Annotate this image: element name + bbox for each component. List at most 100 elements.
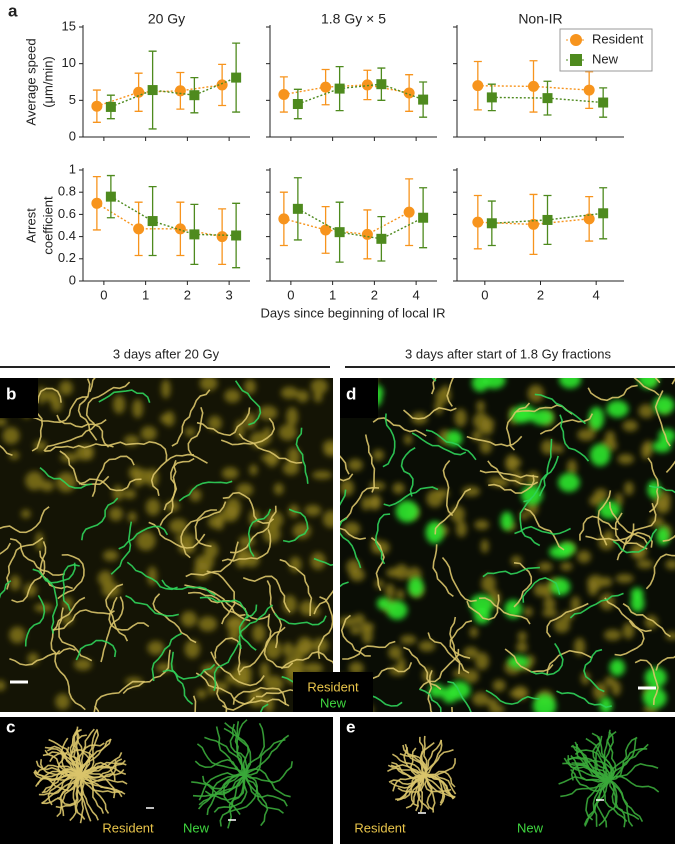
marker: [189, 229, 200, 240]
track: [485, 689, 540, 705]
cell: [140, 426, 157, 441]
cell: [523, 607, 533, 617]
cell: [322, 440, 333, 454]
track: [163, 457, 195, 511]
track: [556, 690, 612, 708]
marker: [292, 99, 303, 109]
track: [238, 604, 274, 650]
y-axis-label: coefficient: [40, 196, 55, 255]
track: [563, 757, 611, 781]
cell: [550, 578, 571, 596]
track: [313, 557, 333, 567]
marker: [91, 197, 103, 209]
track: [57, 553, 85, 600]
y-tick-label: 1: [69, 161, 76, 176]
cell: [392, 482, 405, 494]
track: [35, 760, 81, 777]
track: [232, 686, 287, 706]
track: [100, 596, 124, 663]
track: [583, 648, 605, 693]
track: [210, 651, 265, 687]
cell: [160, 414, 170, 424]
cell: [293, 644, 306, 661]
cell: [147, 640, 165, 655]
track: [206, 570, 236, 625]
track: [242, 575, 291, 613]
marker: [320, 81, 332, 93]
cell: [492, 679, 506, 692]
track: [647, 457, 659, 513]
y-tick-label: 15: [62, 18, 76, 33]
track: [219, 774, 246, 827]
cell: [108, 506, 123, 521]
track: [24, 595, 46, 647]
cell: [649, 516, 664, 528]
cell: [261, 453, 281, 463]
marker: [528, 80, 539, 92]
track: [150, 453, 195, 496]
track: [608, 501, 648, 545]
track: [513, 562, 533, 608]
legend-text: New: [320, 695, 347, 710]
legend-box: [293, 672, 373, 712]
track: [538, 438, 553, 497]
track: [400, 447, 416, 497]
cell: [519, 511, 528, 521]
series-line: [283, 84, 410, 96]
track: [79, 752, 123, 776]
y-tick-label: 0: [69, 272, 76, 287]
cell: [252, 624, 266, 643]
track: [180, 509, 217, 559]
track: [44, 443, 114, 452]
track: [78, 478, 142, 492]
panel-label: a: [8, 1, 18, 20]
track: [204, 774, 246, 802]
cell: [480, 539, 489, 554]
marker: [231, 230, 242, 241]
cell: [224, 389, 241, 403]
track: [446, 378, 455, 407]
x-tick-label: 2: [184, 287, 191, 302]
cell: [175, 534, 196, 543]
cell: [199, 378, 218, 391]
track: [546, 602, 589, 638]
cell: [258, 405, 278, 420]
cell: [243, 551, 260, 568]
track: [383, 486, 439, 507]
track: [279, 558, 313, 617]
track: [585, 737, 615, 781]
track: [56, 774, 81, 818]
track: [313, 589, 333, 615]
cell: [609, 659, 626, 677]
track: [195, 672, 256, 705]
track: [51, 609, 115, 631]
track: [419, 648, 460, 690]
track: [340, 614, 371, 657]
label-box: [0, 378, 38, 418]
cell: [9, 575, 21, 591]
track: [244, 722, 266, 776]
y-tick-label: 0.2: [58, 250, 76, 265]
track: [592, 735, 611, 781]
track: [418, 774, 426, 813]
cell: [598, 534, 615, 550]
cell: [400, 635, 417, 645]
cell: [303, 662, 324, 675]
cell: [169, 518, 188, 534]
cell: [284, 655, 305, 676]
y-tick-label: 0: [69, 128, 76, 143]
cell: [312, 470, 333, 480]
cell: [557, 542, 576, 555]
cell: [656, 526, 670, 546]
cell: [665, 559, 675, 570]
image-caption: 3 days after 20 Gy: [113, 346, 220, 361]
cell: [184, 640, 201, 659]
track: [238, 433, 303, 464]
y-axis-label: Arrest: [23, 208, 38, 243]
marker: [334, 83, 345, 94]
cell: [101, 581, 121, 598]
marker: [472, 216, 484, 228]
series-line: [110, 195, 237, 237]
track: [402, 407, 457, 420]
cell: [395, 500, 419, 523]
